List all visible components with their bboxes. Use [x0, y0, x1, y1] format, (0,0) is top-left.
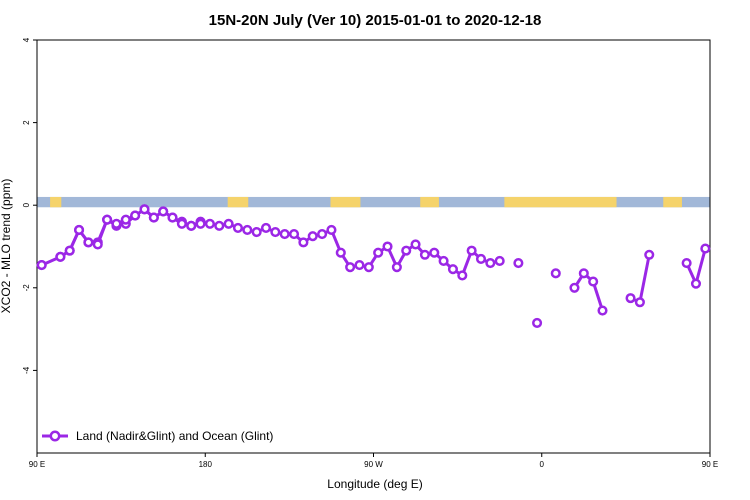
data-point: [550, 268, 561, 279]
land-segment: [330, 196, 361, 208]
data-point: [139, 204, 150, 215]
data-point: [83, 237, 94, 248]
data-point: [158, 206, 169, 217]
y-axis-label: XCO2 - MLO trend (ppm): [0, 179, 13, 314]
data-point: [625, 293, 636, 304]
legend-marker-swatch: [49, 430, 61, 442]
data-point: [214, 220, 225, 231]
data-point: [447, 264, 459, 275]
land-segment: [504, 196, 617, 208]
data-point: [410, 239, 421, 250]
data-point: [690, 278, 702, 289]
series-points: [36, 204, 711, 328]
chart-title: 15N-20N July (Ver 10) 2015-01-01 to 2020…: [209, 12, 542, 29]
data-point: [288, 229, 300, 240]
data-point: [130, 210, 141, 221]
data-point: [270, 226, 281, 238]
data-point: [120, 214, 131, 225]
data-point: [419, 249, 430, 260]
y-axis: -4 -2 0 2 4: [22, 37, 37, 374]
ocean-band: [37, 196, 710, 208]
data-point: [373, 247, 384, 258]
data-point: [466, 245, 477, 256]
data-point: [317, 229, 328, 240]
land-ocean-band: [37, 196, 710, 208]
data-point: [279, 229, 290, 240]
land-segment: [227, 196, 249, 208]
legend-label: Land (Nadir&Glint) and Ocean (Glint): [76, 429, 273, 443]
data-point: [36, 260, 47, 271]
legend: Land (Nadir&Glint) and Ocean (Glint): [42, 429, 273, 443]
x-tick-label: 90 W: [364, 460, 383, 469]
data-point: [597, 305, 608, 316]
series-line: [573, 271, 604, 311]
data-point: [391, 262, 402, 273]
y-tick-label: -4: [22, 366, 31, 374]
plot-frame: [36, 39, 711, 454]
data-point: [588, 276, 599, 287]
data-point: [55, 251, 66, 262]
data-point: [644, 249, 655, 260]
data-point: [485, 257, 496, 269]
data-point: [223, 218, 234, 229]
data-point: [335, 247, 346, 258]
data-point: [345, 262, 356, 273]
y-tick-label: -2: [22, 284, 31, 292]
data-point: [102, 214, 113, 225]
data-point: [494, 255, 505, 267]
y-tick-label: 0: [22, 202, 31, 207]
y-tick-label: 2: [22, 120, 31, 125]
data-point: [569, 282, 580, 293]
data-point: [260, 222, 272, 233]
data-point: [167, 212, 178, 223]
series-lines: [41, 207, 707, 311]
data-point: [298, 237, 309, 248]
land-segment: [663, 196, 682, 208]
data-point: [204, 218, 215, 229]
data-point: [251, 226, 262, 238]
data-point: [354, 260, 365, 271]
land-segment: [420, 196, 439, 208]
x-axis: 90 E 180 90 W 0 90 E: [29, 453, 718, 469]
data-point: [232, 222, 244, 233]
x-axis-label: Longitude (deg E): [327, 477, 422, 491]
data-point: [307, 231, 318, 242]
data-point: [681, 257, 692, 269]
land-segment: [50, 196, 62, 208]
data-point: [401, 245, 412, 256]
y-tick-label: 4: [22, 37, 31, 42]
data-point: [111, 218, 122, 229]
data-point: [438, 255, 449, 267]
data-point: [242, 224, 253, 236]
x-tick-label: 180: [199, 460, 213, 469]
x-tick-label: 90 E: [29, 460, 45, 469]
data-point: [532, 317, 543, 328]
data-point: [475, 253, 487, 264]
data-point: [195, 218, 206, 229]
data-point: [74, 224, 85, 236]
x-tick-label: 90 E: [702, 460, 718, 469]
data-point: [700, 243, 711, 254]
data-point: [382, 241, 393, 252]
data-point: [429, 247, 440, 258]
data-point: [634, 297, 645, 308]
data-point: [326, 224, 337, 236]
data-point: [457, 270, 468, 281]
x-tick-label: 0: [540, 460, 545, 469]
data-point: [186, 220, 197, 231]
data-point: [148, 212, 159, 223]
data-point: [578, 268, 589, 279]
data-point: [363, 262, 374, 273]
data-point: [64, 245, 75, 256]
data-point: [176, 218, 187, 229]
data-point: [513, 257, 524, 269]
data-point: [92, 239, 103, 250]
